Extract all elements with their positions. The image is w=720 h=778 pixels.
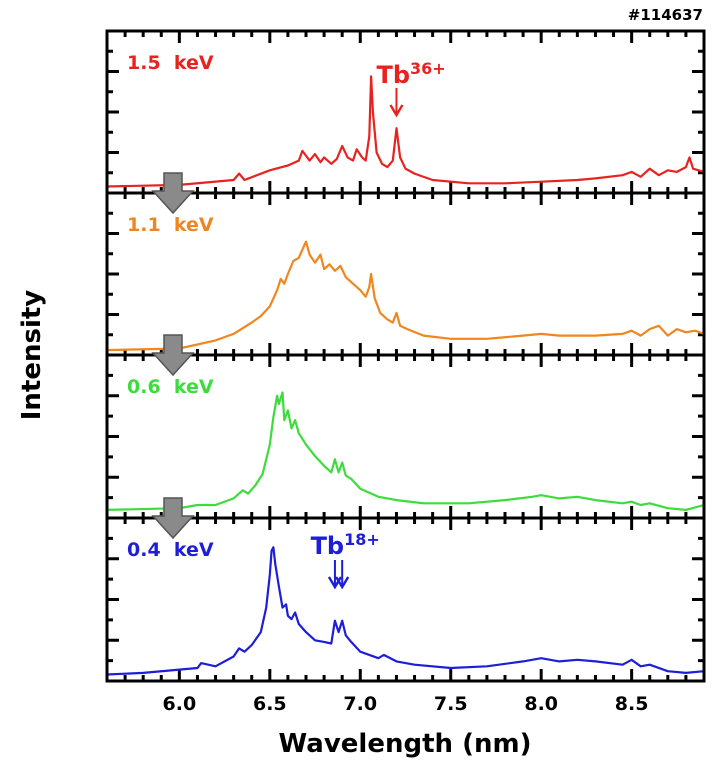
y-axis-title: Intensity: [17, 290, 47, 421]
x-tick-label: 8.5: [615, 693, 649, 715]
x-tick-label: 7.5: [434, 693, 468, 715]
panel-label: 0.6 keV: [127, 376, 214, 398]
spectrum-line-3: [106, 391, 705, 511]
shot-number: #114637: [628, 6, 703, 24]
gray-down-arrow-icon: [151, 334, 195, 377]
panel-frame: [105, 516, 706, 683]
x-tick-label: 7.0: [343, 693, 377, 715]
down-arrow-icon: [389, 88, 404, 118]
gray-down-arrow-icon: [151, 497, 195, 540]
panel-4: 0.4 keV Tb18+: [105, 516, 706, 683]
x-axis-title: Wavelength (nm): [279, 729, 532, 759]
x-tick-label: 6.0: [163, 693, 197, 715]
x-tick-label: 6.5: [253, 693, 287, 715]
gray-down-arrow-icon: [151, 172, 195, 215]
transition-arrows: [151, 172, 195, 540]
panel-1: 1.5 keV Tb36+: [105, 29, 706, 195]
spectrum-line-4: [106, 546, 705, 676]
panel-3: 0.6 keV: [105, 353, 706, 520]
x-tick-label: 8.0: [524, 693, 558, 715]
panel-2: 1.1 keV: [105, 191, 706, 357]
peak-annotation: Tb36+: [376, 59, 445, 89]
x-tick-labels: 6.0 6.5 7.0 7.5 8.0 8.5: [163, 693, 649, 715]
spectrum-line-1: [106, 75, 705, 188]
down-arrow-icon: [335, 560, 350, 590]
panel-label: 1.5 keV: [127, 52, 214, 74]
spectrum-line-2: [106, 240, 705, 352]
panel-label: 1.1 keV: [127, 214, 214, 236]
panels: 1.5 keV Tb36+ 1.1 keV 0.6 keV 0.4 keV Tb18+: [105, 29, 706, 683]
panel-label: 0.4 keV: [127, 539, 214, 561]
peak-annotation: Tb18+: [311, 530, 380, 560]
